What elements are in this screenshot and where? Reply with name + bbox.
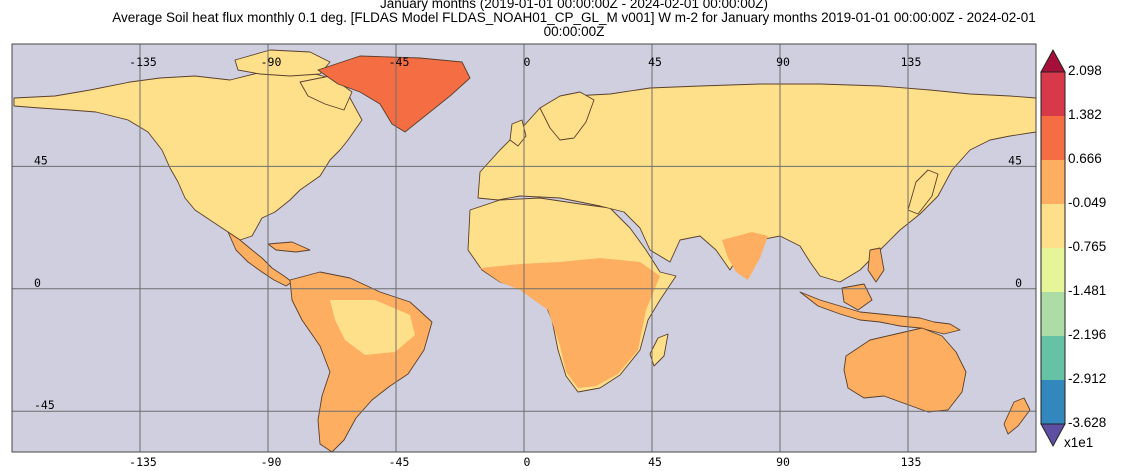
landmass-amazon-basin	[330, 300, 415, 355]
longitude-label-top: -45	[389, 55, 410, 69]
map-title-line-2: Average Soil heat flux monthly 0.1 deg. …	[112, 10, 1036, 25]
map-frame	[11, 43, 1037, 453]
landmass-new-zealand	[1003, 397, 1031, 435]
colorbar-tick-label: 2.098	[1068, 63, 1102, 78]
colorbar-segment	[1041, 292, 1065, 336]
latitude-label-right: 45	[1008, 153, 1022, 167]
longitude-label-bottom: 0	[524, 455, 531, 469]
colorbar-tick-label: -2.912	[1068, 371, 1107, 386]
colorbar-segment	[1041, 336, 1065, 380]
landmass-indonesia	[799, 291, 961, 335]
longitude-label-top: 90	[776, 55, 790, 69]
longitude-label-top: 45	[648, 55, 662, 69]
colorbar-tick-label: -2.196	[1068, 327, 1107, 342]
landmass-philippines	[867, 247, 885, 283]
landmass-borneo	[841, 283, 873, 311]
latitude-label-left: -45	[34, 398, 55, 412]
landmass-british-isles	[509, 119, 527, 147]
colorbar-segment	[1041, 160, 1065, 204]
colorbar-tick-label: -0.765	[1068, 239, 1107, 254]
colorbar-tick-label: -1.481	[1068, 283, 1107, 298]
colorbar-segment	[1041, 204, 1065, 248]
colorbar-over-triangle	[1040, 48, 1066, 73]
landmass-arctic-islands	[234, 49, 331, 77]
colorbar-segment	[1041, 72, 1065, 116]
landmass-north-america	[13, 69, 363, 241]
colorbar-tick-label: -3.628	[1068, 415, 1107, 430]
longitude-label-bottom: -135	[129, 455, 157, 469]
colorbar-frame	[1040, 71, 1066, 425]
colorbar-scale-label: x1e1	[1064, 435, 1094, 450]
landmass-scandinavia	[539, 91, 595, 141]
colorbar-segment	[1041, 248, 1065, 292]
colorbar-segment	[1041, 116, 1065, 160]
landmass-australia	[843, 327, 967, 413]
longitude-label-bottom: 45	[648, 455, 662, 469]
colorbar-tick-label: -0.049	[1068, 195, 1107, 210]
landmass-india	[722, 232, 768, 280]
longitude-label-top: 135	[901, 55, 922, 69]
colorbar-under-triangle	[1040, 423, 1066, 448]
landmass-madagascar	[649, 333, 669, 367]
map-title-line-3: 00:00:00Z	[543, 24, 605, 39]
longitude-label-bottom: -90	[261, 455, 282, 469]
longitude-label-top: -135	[129, 55, 157, 69]
landmass-greenland	[317, 55, 471, 133]
colorbar	[1040, 48, 1066, 448]
latitude-label-right: 0	[1015, 276, 1022, 290]
landmass-central-africa	[480, 258, 660, 388]
longitude-label-top: -90	[261, 55, 282, 69]
longitude-label-bottom: 90	[776, 455, 790, 469]
longitude-label-top: 0	[524, 55, 531, 69]
landmass-cuba	[267, 241, 311, 253]
longitude-label-bottom: -45	[389, 455, 410, 469]
latitude-label-left: 45	[34, 153, 48, 167]
latitude-label-left: 0	[34, 276, 41, 290]
colorbar-tick-label: 0.666	[1068, 151, 1102, 166]
landmass-eurasia	[477, 83, 1036, 283]
map-title-line-1: January months (2019-01-01 00:00:00Z - 2…	[380, 0, 768, 11]
colorbar-tick-label: 1.382	[1068, 107, 1102, 122]
longitude-label-bottom: 135	[901, 455, 922, 469]
colorbar-segment	[1041, 380, 1065, 424]
